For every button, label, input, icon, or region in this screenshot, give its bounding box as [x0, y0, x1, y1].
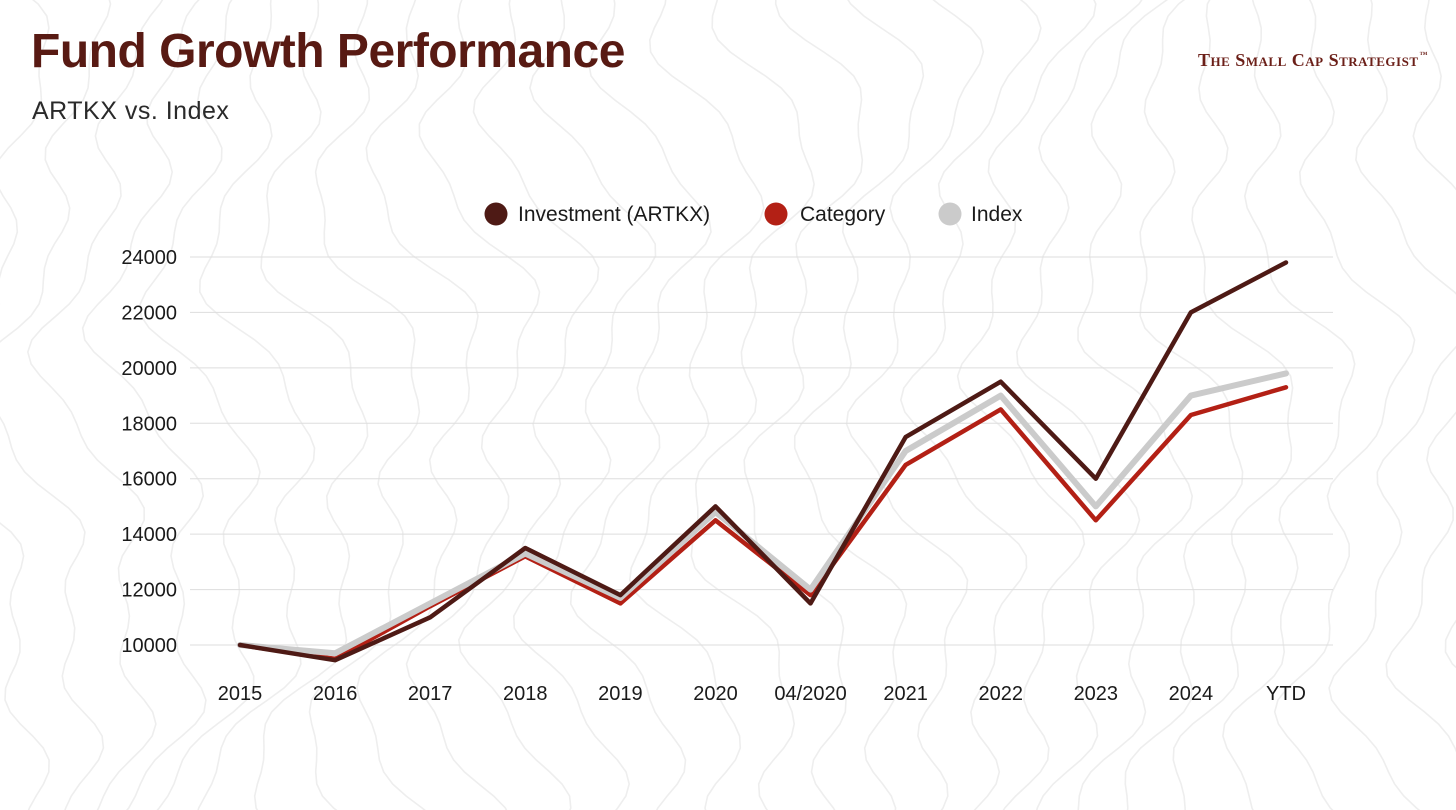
background-contour-line: [690, 0, 815, 810]
x-tick-label: 2023: [1074, 683, 1119, 705]
background-contour-line: [845, 0, 985, 810]
y-tick-label: 24000: [121, 247, 177, 269]
background-contour-line: [457, 0, 600, 810]
y-tick-label: 18000: [121, 413, 177, 435]
y-tick-label: 16000: [121, 469, 177, 491]
legend-marker-index: [938, 202, 962, 226]
background-contour-line: [405, 0, 541, 810]
background-contour-line: [253, 0, 369, 810]
x-axis-tick-labels: 2015 2016 2017 2018 2019 2020 04/2020 2021 2022 2…: [218, 683, 1306, 705]
background-contour-line: [1328, 0, 1456, 810]
series-line-index: [237, 370, 1289, 657]
page-subtitle: ARTKX vs. Index: [32, 97, 230, 125]
background-contour-line: [81, 0, 207, 810]
background-contour-line: [26, 0, 164, 810]
background-contour-line: [197, 0, 316, 810]
legend-label-category: Category: [800, 203, 886, 226]
background-contour-line: [899, 0, 1042, 810]
y-tick-label: 22000: [121, 302, 177, 324]
brand-trademark: ™: [1419, 50, 1428, 59]
chart-gridlines: [190, 256, 1333, 646]
background-contour-line: [628, 0, 765, 810]
y-tick-label: 10000: [121, 635, 177, 657]
background-contour-line: [308, 0, 421, 810]
background-contour-line: [512, 0, 657, 810]
background-contour-line: [139, 0, 261, 810]
x-tick-label: 2016: [313, 683, 358, 705]
chart-series: [237, 260, 1289, 663]
background-contour-line: [1077, 0, 1194, 810]
x-tick-label: 2019: [598, 683, 643, 705]
legend-marker-investment-artkx: [484, 202, 508, 226]
legend-marker-category: [764, 202, 788, 226]
x-tick-label: 2020: [693, 683, 738, 705]
background-contour-line: [743, 0, 864, 810]
x-tick-label: 2022: [978, 683, 1023, 705]
y-tick-label: 14000: [121, 524, 177, 546]
brand-logo: The Small Cap Strategist™: [1198, 50, 1428, 71]
x-tick-label: 2017: [408, 683, 453, 705]
y-axis-tick-labels: 10000 12000 14000 16000 18000 20000 22000 24000: [121, 247, 177, 657]
x-tick-label: YTD: [1266, 683, 1306, 705]
x-tick-label: 04/2020: [774, 683, 846, 705]
x-tick-label: 2021: [883, 683, 928, 705]
background-contour-line: [1124, 0, 1244, 810]
chart-legend: Investment (ARTKX) Category Index: [484, 202, 1023, 226]
legend-label-investment-artkx: Investment (ARTKX): [518, 203, 710, 226]
background-contour-line: [1385, 0, 1456, 753]
y-tick-label: 12000: [121, 580, 177, 602]
page-title: Fund Growth Performance: [31, 25, 625, 78]
brand-name: The Small Cap Strategist: [1197, 50, 1419, 70]
background-contour-line: [569, 0, 712, 810]
x-tick-label: 2015: [218, 683, 263, 705]
series-line-investment-artkx: [237, 260, 1289, 663]
background-contour-line: [793, 0, 925, 810]
background-contour-line: [356, 0, 479, 810]
background-contour-line: [0, 0, 50, 810]
y-tick-label: 20000: [121, 358, 177, 380]
background-contour-line: [1172, 0, 1294, 810]
background-contour-line: [1015, 0, 1143, 810]
background-contour-line: [1273, 0, 1416, 810]
legend-label-index: Index: [971, 203, 1023, 226]
background-contour-line: [0, 0, 112, 810]
x-tick-label: 2018: [503, 683, 548, 705]
background-contour-line: [1222, 0, 1356, 810]
x-tick-label: 2024: [1169, 683, 1214, 705]
